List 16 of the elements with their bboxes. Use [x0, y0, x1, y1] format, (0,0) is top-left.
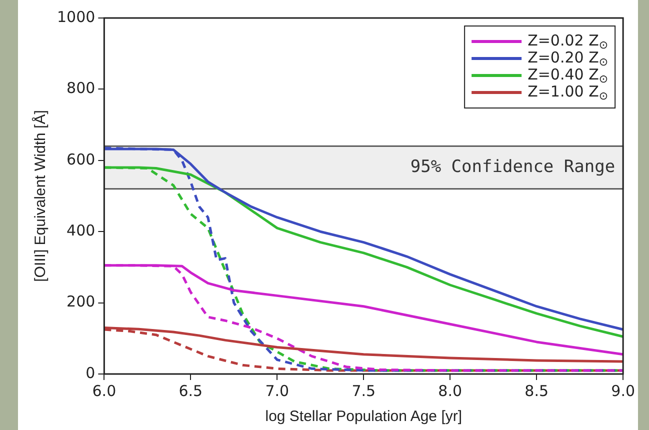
- x-tick-label: 6.5: [178, 382, 203, 400]
- y-tick-label: 1000: [56, 8, 96, 26]
- band-label: 95% Confidence Range: [410, 156, 616, 177]
- y-axis-title: [OIII] Equivalent Width [Å]: [31, 110, 50, 282]
- x-tick-label: 7.0: [265, 382, 290, 400]
- y-tick-label: 600: [66, 150, 96, 168]
- x-tick-label: 9.0: [611, 382, 635, 400]
- y-tick-label: 0: [86, 364, 96, 382]
- y-tick-label: 800: [66, 79, 96, 98]
- x-tick-label: 8.0: [438, 382, 462, 400]
- x-tick-label: 6.0: [92, 382, 116, 400]
- x-tick-label: 7.5: [352, 382, 376, 400]
- x-axis-title: log Stellar Population Age [yr]: [265, 408, 462, 426]
- x-tick-label: 8.5: [524, 382, 549, 400]
- y-tick-label: 400: [66, 221, 96, 240]
- y-tick-label: 200: [66, 292, 96, 311]
